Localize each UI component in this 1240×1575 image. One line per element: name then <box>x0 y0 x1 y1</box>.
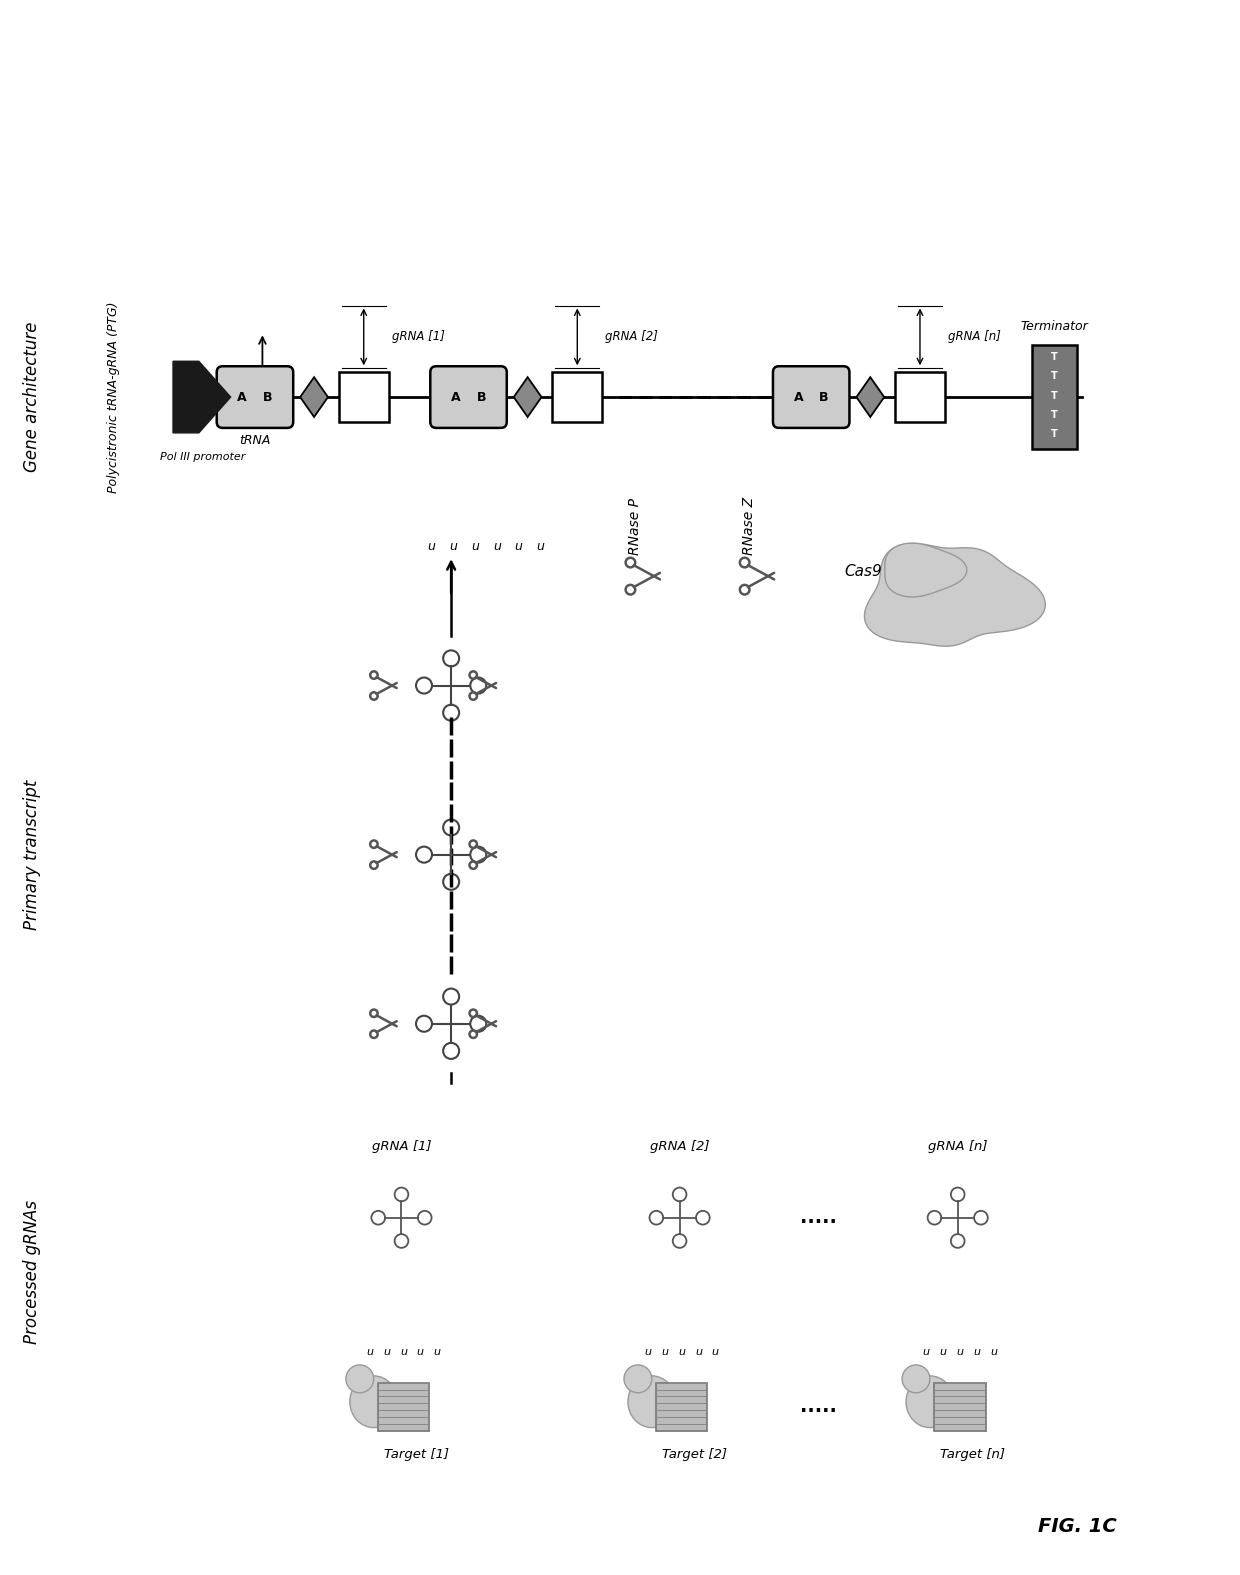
Bar <box>656 1383 707 1430</box>
Text: u: u <box>712 1347 719 1358</box>
Ellipse shape <box>901 1366 930 1392</box>
Text: .....: ..... <box>800 1397 837 1416</box>
Text: u: u <box>383 1347 391 1358</box>
Text: u: u <box>694 1347 702 1358</box>
Polygon shape <box>885 543 967 597</box>
Text: u: u <box>515 540 522 553</box>
Text: u: u <box>537 540 544 553</box>
Text: RNase Z: RNase Z <box>742 498 756 556</box>
Text: u: u <box>678 1347 684 1358</box>
Text: Cas9: Cas9 <box>844 564 882 578</box>
Text: u: u <box>449 540 458 553</box>
Text: Pol III promoter: Pol III promoter <box>160 452 246 461</box>
Text: u: u <box>428 540 435 553</box>
Bar <box>934 1383 986 1430</box>
Text: FIG. 1C: FIG. 1C <box>1038 1517 1116 1536</box>
FancyBboxPatch shape <box>217 367 293 428</box>
Text: Gene architecture: Gene architecture <box>24 321 41 472</box>
Polygon shape <box>864 543 1045 646</box>
Text: u: u <box>401 1347 407 1358</box>
Text: u: u <box>434 1347 440 1358</box>
Text: Terminator: Terminator <box>1021 320 1089 332</box>
Polygon shape <box>513 376 542 417</box>
Text: u: u <box>940 1347 946 1358</box>
Text: A: A <box>794 391 804 403</box>
Text: u: u <box>492 540 501 553</box>
Text: gRNA [1]: gRNA [1] <box>372 1140 432 1153</box>
Text: u: u <box>956 1347 963 1358</box>
FancyBboxPatch shape <box>430 367 507 428</box>
FancyArrow shape <box>174 361 231 433</box>
Ellipse shape <box>627 1377 676 1427</box>
Text: T: T <box>1052 430 1058 439</box>
Text: A: A <box>451 391 460 403</box>
Text: u: u <box>417 1347 424 1358</box>
Text: Target [1]: Target [1] <box>384 1449 449 1462</box>
Text: gRNA [2]: gRNA [2] <box>650 1140 709 1153</box>
Text: u: u <box>973 1347 980 1358</box>
Text: u: u <box>990 1347 997 1358</box>
Text: u: u <box>661 1347 668 1358</box>
Text: T: T <box>1052 372 1058 381</box>
Text: gRNA [2]: gRNA [2] <box>605 331 658 343</box>
Text: u: u <box>923 1347 930 1358</box>
Bar <box>895 372 945 422</box>
Text: gRNA [n]: gRNA [n] <box>928 1140 987 1153</box>
Text: A: A <box>237 391 247 403</box>
Text: Target [n]: Target [n] <box>940 1449 1006 1462</box>
Text: T: T <box>1052 410 1058 421</box>
Text: gRNA [1]: gRNA [1] <box>392 331 444 343</box>
Bar <box>378 1383 429 1430</box>
Text: Primary transcript: Primary transcript <box>24 780 41 929</box>
Text: gRNA [n]: gRNA [n] <box>947 331 1001 343</box>
Text: Target [2]: Target [2] <box>662 1449 727 1462</box>
Ellipse shape <box>906 1377 954 1427</box>
Polygon shape <box>300 376 327 417</box>
Text: u: u <box>471 540 479 553</box>
Text: Processed gRNAs: Processed gRNAs <box>24 1200 41 1345</box>
Text: B: B <box>820 391 828 403</box>
Ellipse shape <box>624 1366 652 1392</box>
Text: B: B <box>476 391 486 403</box>
Text: u: u <box>366 1347 373 1358</box>
Ellipse shape <box>346 1366 373 1392</box>
Bar <box>339 372 388 422</box>
Text: RNase P: RNase P <box>627 498 642 554</box>
Bar <box>1032 345 1076 449</box>
Polygon shape <box>857 376 884 417</box>
Text: T: T <box>1052 391 1058 400</box>
Text: tRNA: tRNA <box>239 433 270 447</box>
Bar <box>553 372 603 422</box>
Text: u: u <box>645 1347 651 1358</box>
Text: Polycistronic tRNA-gRNA (PTG): Polycistronic tRNA-gRNA (PTG) <box>107 301 120 493</box>
FancyBboxPatch shape <box>773 367 849 428</box>
Ellipse shape <box>350 1377 398 1427</box>
Text: T: T <box>1052 351 1058 362</box>
Text: B: B <box>263 391 273 403</box>
Text: .....: ..... <box>800 1208 837 1227</box>
